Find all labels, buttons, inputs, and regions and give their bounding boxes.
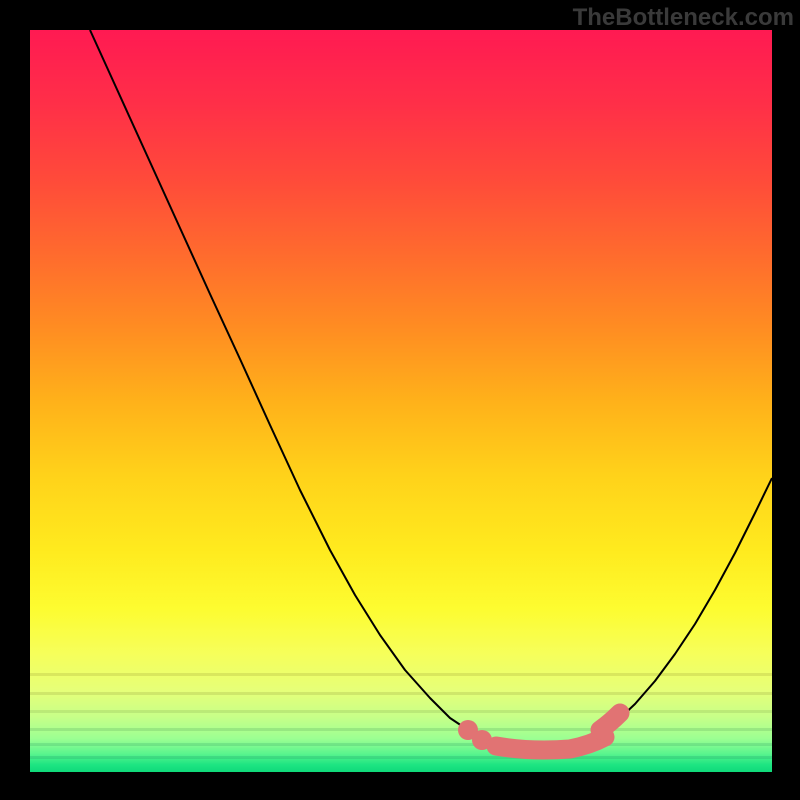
watermark-text: TheBottleneck.com: [573, 4, 794, 32]
horizontal-band: [30, 710, 772, 713]
horizontal-band: [30, 743, 772, 746]
chart-container: TheBottleneck.com: [0, 0, 800, 800]
overlay-stroke: [600, 713, 620, 730]
curve-layer: [30, 30, 772, 772]
horizontal-band: [30, 728, 772, 731]
plot-area: [30, 30, 772, 772]
horizontal-band: [30, 756, 772, 759]
overlay-stroke: [496, 737, 605, 750]
bottleneck-curve: [90, 30, 772, 747]
horizontal-band: [30, 692, 772, 695]
